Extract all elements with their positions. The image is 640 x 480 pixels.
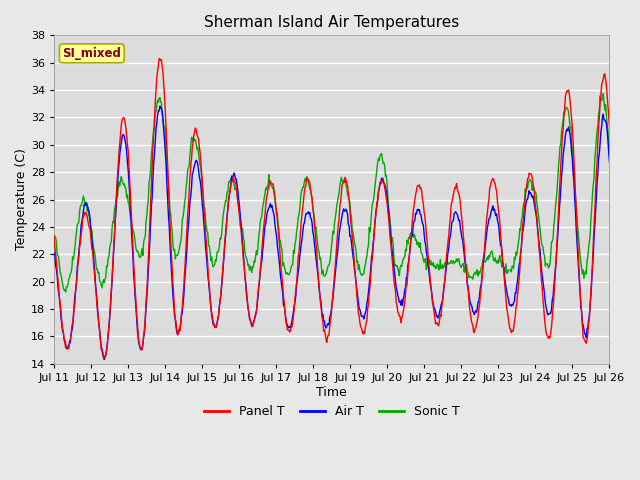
Panel T <box>417 185 425 191</box>
Sonic T <box>118 177 126 183</box>
Air T <box>605 159 613 165</box>
Sonic T <box>600 91 607 96</box>
Y-axis label: Temperature (C): Temperature (C) <box>15 149 28 251</box>
Sonic T <box>400 255 408 261</box>
X-axis label: Time: Time <box>316 385 347 398</box>
Line: Air T: Air T <box>54 106 609 360</box>
Panel T <box>60 336 68 341</box>
Panel T <box>100 356 108 361</box>
Air T <box>156 103 164 109</box>
Title: Sherman Island Air Temperatures: Sherman Island Air Temperatures <box>204 15 460 30</box>
Panel T <box>175 326 183 332</box>
Sonic T <box>417 240 424 246</box>
Air T <box>175 329 183 335</box>
Air T <box>60 337 68 343</box>
Sonic T <box>204 230 212 236</box>
Air T <box>118 135 126 141</box>
Panel T <box>605 123 613 129</box>
Sonic T <box>175 250 182 255</box>
Panel T <box>401 300 408 305</box>
Line: Panel T: Panel T <box>54 59 609 359</box>
Air T <box>401 287 408 292</box>
Line: Sonic T: Sonic T <box>54 94 609 292</box>
Air T <box>417 212 425 218</box>
Panel T <box>205 276 212 282</box>
Air T <box>205 279 212 285</box>
Panel T <box>118 117 126 123</box>
Legend: Panel T, Air T, Sonic T: Panel T, Air T, Sonic T <box>199 400 465 423</box>
Panel T <box>156 56 163 61</box>
Sonic T <box>50 231 58 237</box>
Text: SI_mixed: SI_mixed <box>62 47 121 60</box>
Panel T <box>50 233 58 239</box>
Sonic T <box>60 287 68 293</box>
Sonic T <box>62 289 70 295</box>
Sonic T <box>605 152 613 158</box>
Air T <box>100 357 108 362</box>
Air T <box>50 250 58 255</box>
